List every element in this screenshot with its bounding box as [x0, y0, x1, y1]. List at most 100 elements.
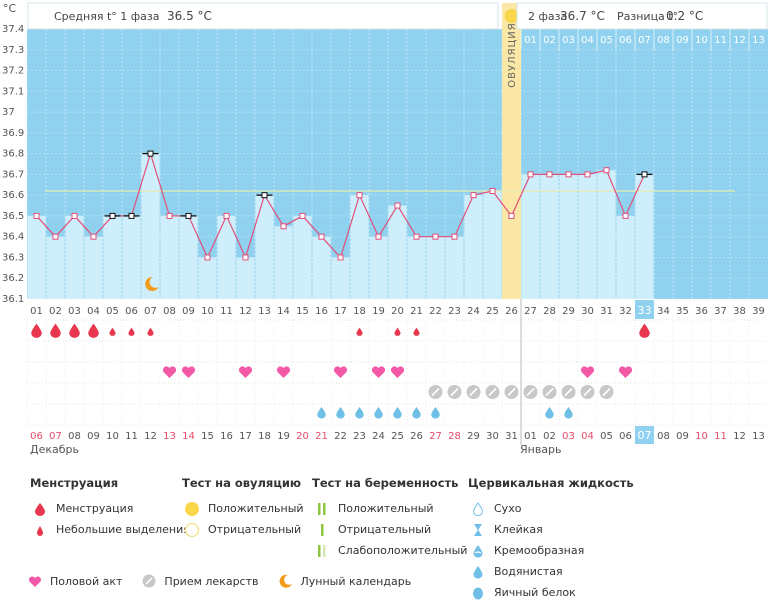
date-label: 07	[638, 429, 652, 442]
date-label: 26	[410, 431, 423, 442]
date-label: 07	[49, 431, 62, 442]
pill-icon-stroke	[431, 387, 440, 397]
legend-item: Половой акт	[50, 574, 123, 588]
legend-bottom: Половой акт Прием лекарств Лунный календ…	[28, 574, 431, 588]
legend-item: Менструация	[56, 502, 134, 515]
cycle-day-label: 02	[49, 306, 62, 317]
moon-icon	[145, 276, 159, 291]
top-day-label: 05	[600, 35, 613, 46]
temperature-point	[90, 233, 97, 240]
temperature-bar	[312, 236, 331, 299]
date-label: 09	[87, 431, 100, 442]
date-label: 14	[182, 431, 195, 442]
cycle-day-label: 28	[543, 306, 556, 317]
legend-pregnancy-test: Тест на беременность Положительный Отриц…	[312, 476, 467, 561]
temperature-point	[223, 212, 230, 219]
heart-icon	[238, 366, 253, 378]
menstruation-drop-icon	[639, 323, 650, 338]
temperature-bar	[255, 195, 274, 299]
temperature-point	[33, 212, 40, 219]
heart-icon	[28, 575, 42, 587]
temperature-point	[204, 254, 211, 261]
temperature-point	[242, 254, 249, 261]
date-label: 04	[581, 431, 594, 442]
heart-icon	[580, 366, 595, 378]
temperature-point	[109, 212, 116, 219]
cycle-day-label: 10	[201, 306, 214, 317]
legend-item: Сухо	[494, 502, 522, 515]
temperature-point	[546, 171, 553, 178]
mucus-drop-icon	[412, 407, 421, 419]
moon-icon	[279, 574, 292, 588]
creamy-icon	[473, 544, 483, 557]
sticky-icon	[474, 523, 482, 536]
y-axis-unit: °C	[3, 2, 17, 15]
cycle-day-label: 03	[68, 306, 81, 317]
one-line-icon	[321, 523, 324, 536]
cycle-day-label: 19	[372, 306, 385, 317]
temperature-point	[432, 233, 439, 240]
phase1-value: 36.5 °C	[167, 9, 212, 23]
temperature-point	[508, 212, 515, 219]
cycle-day-label: 06	[125, 306, 138, 317]
phase1-label: Средняя t° 1 фаза	[54, 10, 160, 23]
temperature-point	[356, 192, 363, 199]
cycle-day-label: 14	[277, 306, 290, 317]
legend-title: Тест на овуляцию	[182, 476, 302, 490]
top-day-label: 09	[676, 35, 689, 46]
cycle-day-label: 36	[695, 306, 708, 317]
legend-cervical: Цервикальная жидкость Сухо Клейкая Кремо…	[468, 476, 634, 603]
ovulation-dot	[504, 9, 519, 23]
legend-item: Кремообразная	[494, 544, 585, 557]
pill-icon-stroke	[507, 387, 516, 397]
legend-item: Яичный белок	[494, 586, 576, 599]
cycle-day-label: 16	[315, 306, 328, 317]
legend-ovulation-test: Тест на овуляцию Положительный Отрицател…	[182, 476, 304, 540]
date-label: 03	[562, 431, 575, 442]
temperature-bar	[293, 215, 312, 299]
pill-icon-stroke	[488, 387, 497, 397]
temperature-point	[299, 212, 306, 219]
temperature-bar	[236, 257, 255, 299]
pill-icon-stroke	[602, 387, 611, 397]
top-day-label: 08	[657, 35, 670, 46]
date-label: 06	[30, 431, 43, 442]
temperature-point	[413, 233, 420, 240]
temperature-bar	[369, 236, 388, 299]
heart-icon	[390, 366, 405, 378]
date-label: 27	[429, 431, 442, 442]
date-label: 22	[334, 431, 347, 442]
diff-label: Разница t°	[617, 10, 678, 23]
cycle-day-label: 29	[562, 306, 575, 317]
cycle-day-label: 09	[182, 306, 195, 317]
small-drop-icon	[356, 327, 363, 336]
temperature-point	[603, 167, 610, 174]
temperature-point	[565, 171, 572, 178]
y-tick-label: 36.5	[2, 211, 24, 222]
plot-area: 36.1 36.2 36.3 36.4 36.5 36.6 36.7 36.8 36.9 37 37…	[2, 3, 768, 445]
temperature-bar	[559, 174, 578, 299]
temperature-point	[375, 233, 382, 240]
y-tick-label: 37.3	[2, 45, 24, 56]
y-tick-label: 36.7	[2, 169, 24, 180]
temperature-point	[261, 192, 268, 199]
cycle-day-label: 11	[220, 306, 233, 317]
drop-icon	[35, 502, 45, 516]
temperature-bar	[483, 191, 502, 299]
date-label: 11	[714, 431, 727, 442]
temperature-bar	[388, 205, 407, 299]
y-tick-label: 36.3	[2, 252, 24, 263]
legend-item: Положительный	[338, 502, 434, 515]
y-tick-label: 36.9	[2, 128, 24, 139]
temperature-point	[489, 188, 496, 194]
temperature-bar	[65, 215, 84, 299]
date-label: 25	[391, 431, 404, 442]
cycle-day-label: 35	[676, 306, 689, 317]
dry-icon	[472, 501, 484, 516]
cycle-day-label: 15	[296, 306, 309, 317]
small-drop-icon	[128, 327, 135, 336]
date-label: 17	[239, 431, 252, 442]
cycle-day-label: 17	[334, 306, 347, 317]
current-date-highlight	[635, 426, 654, 444]
temperature-bar	[122, 215, 141, 299]
